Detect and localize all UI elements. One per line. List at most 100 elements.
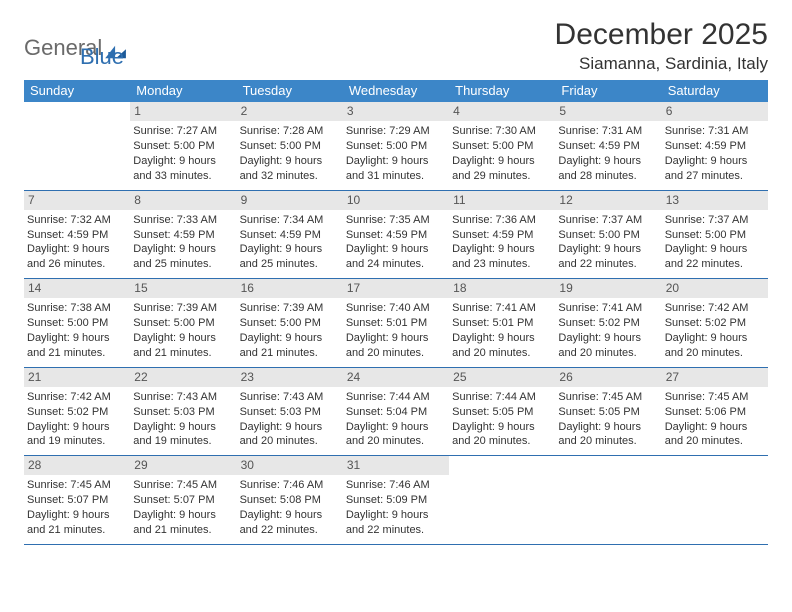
daylight-line: Daylight: 9 hours and 20 minutes. [346,331,446,361]
daylight-line: Daylight: 9 hours and 20 minutes. [558,331,658,361]
sunset-line: Sunset: 5:09 PM [346,493,446,508]
day-number: 26 [555,368,661,387]
daylight-line: Daylight: 9 hours and 25 minutes. [133,242,233,272]
day-cell [555,456,661,544]
day-number: 10 [343,191,449,210]
sunset-line: Sunset: 4:59 PM [346,228,446,243]
daylight-line: Daylight: 9 hours and 19 minutes. [27,420,127,450]
day-cell: 6Sunrise: 7:31 AMSunset: 4:59 PMDaylight… [662,102,768,190]
sunrise-line: Sunrise: 7:42 AM [665,301,765,316]
daylight-line: Daylight: 9 hours and 22 minutes. [240,508,340,538]
daylight-line: Daylight: 9 hours and 22 minutes. [346,508,446,538]
day-header-thursday: Thursday [449,80,555,102]
sunrise-line: Sunrise: 7:32 AM [27,213,127,228]
day-header-monday: Monday [130,80,236,102]
day-cell: 21Sunrise: 7:42 AMSunset: 5:02 PMDayligh… [24,368,130,456]
day-header-tuesday: Tuesday [237,80,343,102]
sunrise-line: Sunrise: 7:31 AM [665,124,765,139]
day-cell: 4Sunrise: 7:30 AMSunset: 5:00 PMDaylight… [449,102,555,190]
day-number: 4 [449,102,555,121]
day-cell: 16Sunrise: 7:39 AMSunset: 5:00 PMDayligh… [237,279,343,367]
sunset-line: Sunset: 5:00 PM [240,139,340,154]
sunrise-line: Sunrise: 7:39 AM [240,301,340,316]
day-cell: 30 Sunrise: 7:46 AMSunset: 5:08 PMDayligh… [237,456,343,544]
day-number: 28 [24,456,130,475]
week-row: 1Sunrise: 7:27 AMSunset: 5:00 PMDaylight… [24,102,768,191]
day-number: 23 [237,368,343,387]
day-number: 19 [555,279,661,298]
sunset-line: Sunset: 4:59 PM [240,228,340,243]
day-cell: 22Sunrise: 7:43 AMSunset: 5:03 PMDayligh… [130,368,236,456]
day-cell: 5Sunrise: 7:31 AMSunset: 4:59 PMDaylight… [555,102,661,190]
sunrise-line: Sunrise: 7:46 AM [240,478,340,493]
sunrise-line: Sunrise: 7:45 AM [133,478,233,493]
day-number: 8 [130,191,236,210]
sunset-line: Sunset: 5:00 PM [665,228,765,243]
sunrise-line: Sunrise: 7:33 AM [133,213,233,228]
day-header-row: SundayMondayTuesdayWednesdayThursdayFrid… [24,80,768,102]
day-number: 1 [130,102,236,121]
sunset-line: Sunset: 5:07 PM [133,493,233,508]
day-number: 15 [130,279,236,298]
day-cell: 14Sunrise: 7:38 AMSunset: 5:00 PMDayligh… [24,279,130,367]
day-number: 31 [343,456,449,475]
sunset-line: Sunset: 4:59 PM [558,139,658,154]
day-number: 27 [662,368,768,387]
daylight-line: Daylight: 9 hours and 20 minutes. [452,331,552,361]
sunrise-line: Sunrise: 7:37 AM [558,213,658,228]
sunrise-line: Sunrise: 7:41 AM [558,301,658,316]
calendar: SundayMondayTuesdayWednesdayThursdayFrid… [24,80,768,545]
sunrise-line: Sunrise: 7:44 AM [346,390,446,405]
sunset-line: Sunset: 5:01 PM [346,316,446,331]
sunset-line: Sunset: 4:59 PM [665,139,765,154]
week-row: 28Sunrise: 7:45 AMSunset: 5:07 PMDayligh… [24,456,768,545]
daylight-line: Daylight: 9 hours and 26 minutes. [27,242,127,272]
day-cell [449,456,555,544]
sunrise-line: Sunrise: 7:29 AM [346,124,446,139]
sunset-line: Sunset: 5:00 PM [27,316,127,331]
daylight-line: Daylight: 9 hours and 21 minutes. [27,331,127,361]
daylight-line: Daylight: 9 hours and 31 minutes. [346,154,446,184]
sunrise-line: Sunrise: 7:35 AM [346,213,446,228]
sunset-line: Sunset: 5:03 PM [133,405,233,420]
day-cell: 8 Sunrise: 7:33 AMSunset: 4:59 PMDaylight… [130,191,236,279]
sunset-line: Sunset: 5:03 PM [240,405,340,420]
sunset-line: Sunset: 5:08 PM [240,493,340,508]
sunset-line: Sunset: 4:59 PM [133,228,233,243]
daylight-line: Daylight: 9 hours and 21 minutes. [133,508,233,538]
sunrise-line: Sunrise: 7:43 AM [240,390,340,405]
day-number: 5 [555,102,661,121]
day-number: 25 [449,368,555,387]
daylight-line: Daylight: 9 hours and 21 minutes. [240,331,340,361]
sunset-line: Sunset: 4:59 PM [27,228,127,243]
day-number: 29 [130,456,236,475]
day-header-sunday: Sunday [24,80,130,102]
sunset-line: Sunset: 5:04 PM [346,405,446,420]
sunrise-line: Sunrise: 7:45 AM [27,478,127,493]
daylight-line: Daylight: 9 hours and 33 minutes. [133,154,233,184]
sunset-line: Sunset: 5:00 PM [133,316,233,331]
day-number: 17 [343,279,449,298]
day-number: 22 [130,368,236,387]
sunset-line: Sunset: 5:05 PM [452,405,552,420]
sunrise-line: Sunrise: 7:44 AM [452,390,552,405]
sunset-line: Sunset: 5:02 PM [558,316,658,331]
day-cell: 10Sunrise: 7:35 AMSunset: 4:59 PMDayligh… [343,191,449,279]
day-cell: 11Sunrise: 7:36 AMSunset: 4:59 PMDayligh… [449,191,555,279]
sunset-line: Sunset: 5:02 PM [27,405,127,420]
day-cell: 27Sunrise: 7:45 AMSunset: 5:06 PMDayligh… [662,368,768,456]
day-number: 24 [343,368,449,387]
location-label: Siamanna, Sardinia, Italy [555,54,768,74]
day-number: 20 [662,279,768,298]
day-cell: 17Sunrise: 7:40 AMSunset: 5:01 PMDayligh… [343,279,449,367]
sunset-line: Sunset: 5:00 PM [133,139,233,154]
daylight-line: Daylight: 9 hours and 22 minutes. [558,242,658,272]
week-row: 7Sunrise: 7:32 AMSunset: 4:59 PMDaylight… [24,191,768,280]
daylight-line: Daylight: 9 hours and 20 minutes. [558,420,658,450]
sunrise-line: Sunrise: 7:45 AM [558,390,658,405]
day-number: 7 [24,191,130,210]
daylight-line: Daylight: 9 hours and 23 minutes. [452,242,552,272]
day-number: 11 [449,191,555,210]
daylight-line: Daylight: 9 hours and 19 minutes. [133,420,233,450]
day-number: 30 [237,456,343,475]
